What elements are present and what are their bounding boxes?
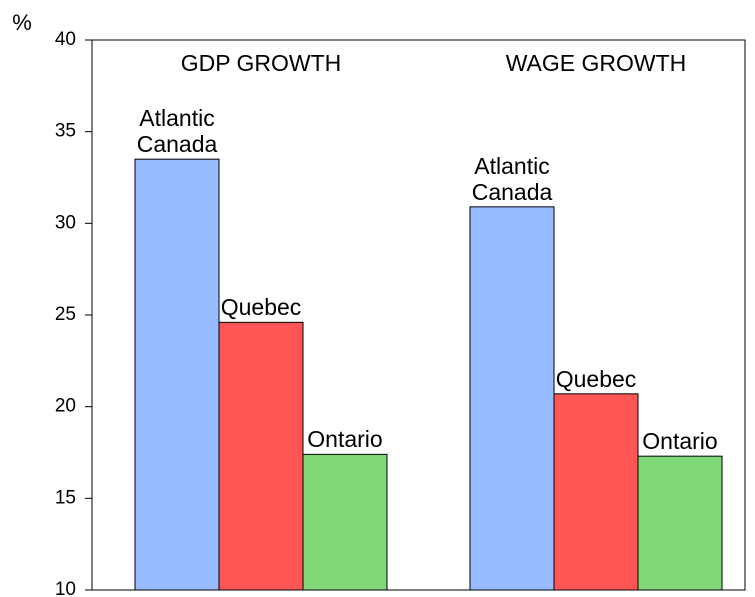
bar (469, 206, 555, 591)
bar-label: Atlantic Canada (471, 152, 553, 205)
bar (134, 158, 220, 591)
bar-label: Quebec (555, 365, 637, 392)
bar (218, 321, 304, 591)
y-axis-label: % (12, 10, 32, 35)
category-label: WAGE GROWTH (505, 50, 687, 76)
y-tick-label: 10 (55, 579, 76, 597)
bar (302, 453, 388, 591)
bar (637, 455, 723, 591)
y-tick-label: 15 (55, 487, 76, 508)
bar-label: Ontario (307, 426, 383, 453)
category-label: GDP GROWTH (180, 50, 342, 76)
y-tick-label: 40 (55, 29, 76, 50)
bar-label: Ontario (642, 428, 718, 455)
y-tick-label: 25 (55, 304, 76, 325)
y-tick-label: 20 (55, 396, 76, 417)
bar-label: Atlantic Canada (136, 105, 218, 158)
bar (553, 393, 639, 591)
y-tick-label: 30 (55, 212, 76, 233)
bar-label: Quebec (220, 294, 302, 321)
y-tick-label: 35 (55, 121, 76, 142)
